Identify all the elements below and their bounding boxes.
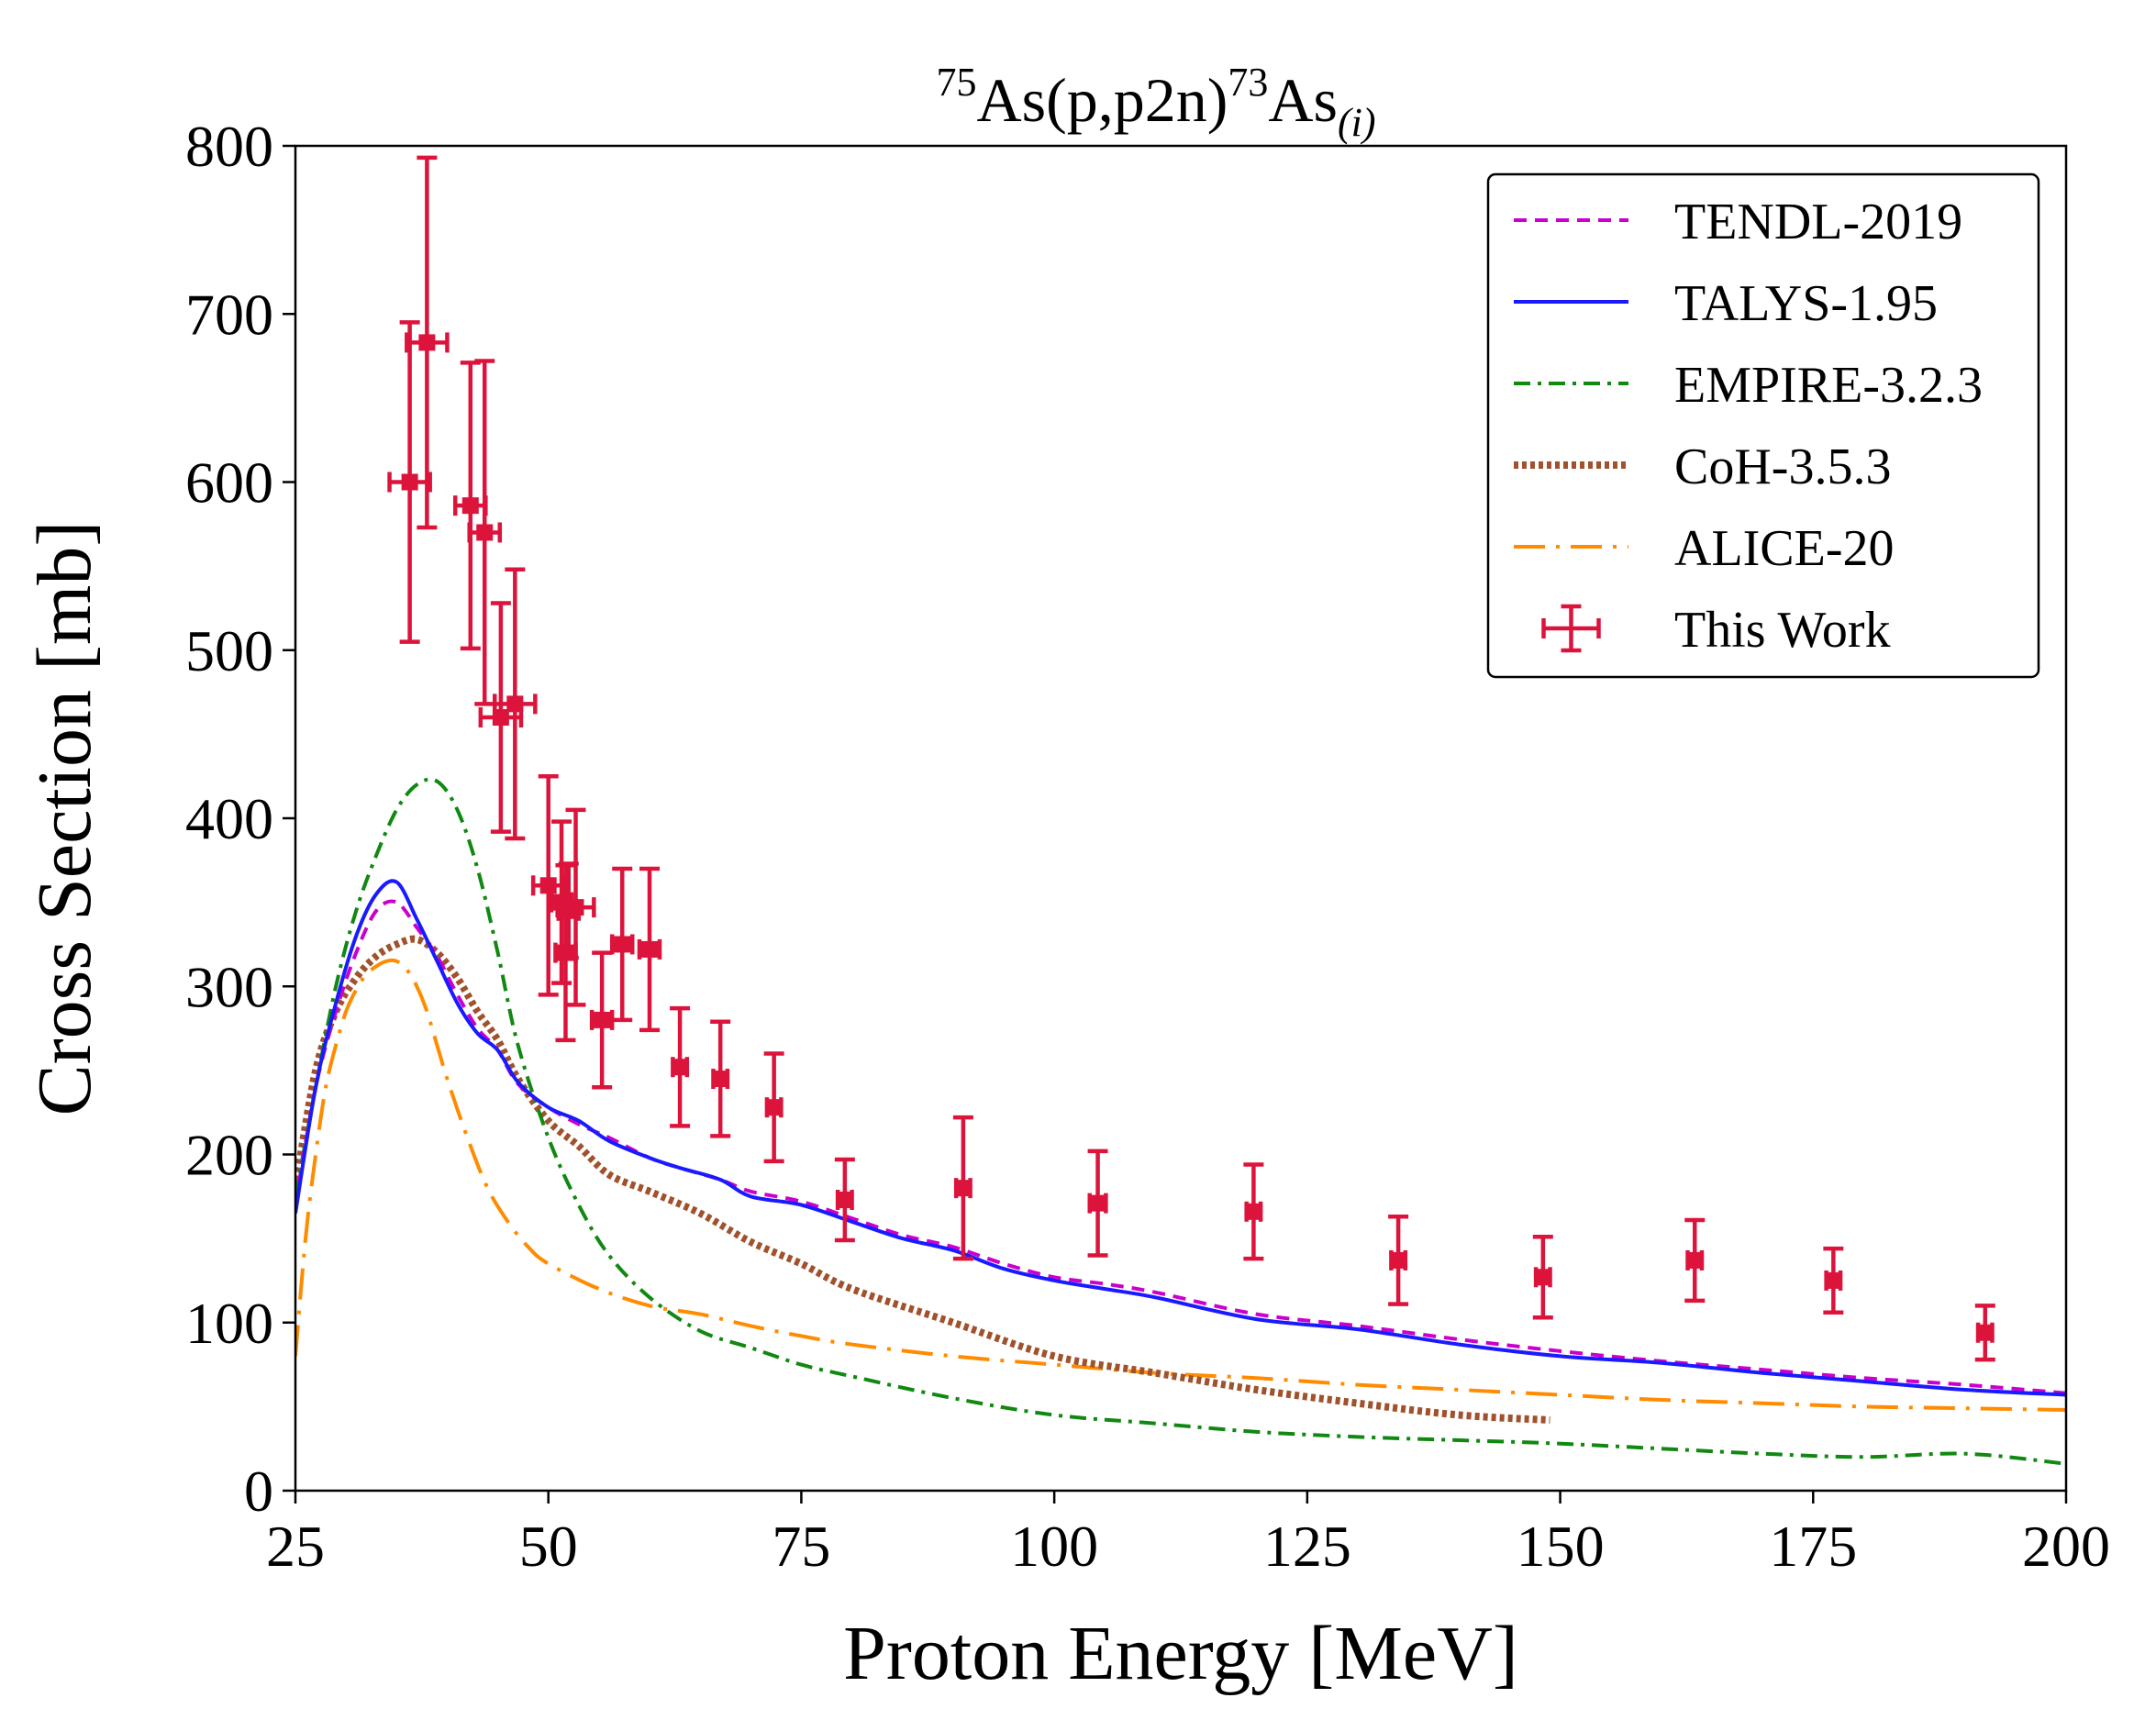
- data-point: [1243, 1162, 1264, 1261]
- data-marker: [1245, 1203, 1262, 1220]
- data-point: [952, 1115, 973, 1261]
- data-point: [609, 866, 635, 1023]
- data-point: [1684, 1217, 1706, 1304]
- x-tick-label: 100: [1010, 1514, 1098, 1579]
- plot-frame: [294, 144, 2068, 1493]
- title-part-1: As(p,p2n): [977, 65, 1228, 135]
- series-line-empire-3-2-3: [295, 777, 2066, 1466]
- x-tick-label: 25: [266, 1514, 325, 1579]
- data-marker: [461, 497, 479, 515]
- legend-label: EMPIRE-3.2.3: [1674, 357, 1983, 414]
- data-point: [1974, 1304, 1995, 1362]
- data-marker: [594, 1011, 611, 1028]
- data-marker: [641, 940, 658, 958]
- data-marker: [1686, 1251, 1704, 1269]
- data-marker: [836, 1191, 853, 1208]
- data-point: [555, 807, 596, 1007]
- data-marker: [539, 877, 557, 894]
- y-tick-label: 0: [244, 1459, 273, 1524]
- data-marker: [954, 1180, 972, 1197]
- y-tick-label: 800: [185, 114, 273, 179]
- x-tick-label: 50: [519, 1514, 578, 1579]
- model-curves: [295, 777, 2066, 1466]
- legend-entry: CoH-3.5.3: [1514, 438, 1891, 495]
- data-point: [834, 1157, 855, 1243]
- data-point: [467, 359, 503, 706]
- data-point: [453, 361, 488, 651]
- data-marker: [476, 524, 494, 541]
- title-subscript: (i): [1338, 100, 1376, 145]
- legend-label: This Work: [1674, 602, 1891, 659]
- data-point: [637, 866, 662, 1033]
- x-tick-label: 150: [1517, 1514, 1605, 1579]
- data-marker: [765, 1099, 783, 1116]
- legend-entry: EMPIRE-3.2.3: [1514, 357, 1983, 414]
- data-marker: [1089, 1194, 1106, 1212]
- data-marker: [614, 936, 631, 953]
- x-tick-label: 75: [772, 1514, 830, 1579]
- y-axis-label: Cross Section [mb]: [22, 521, 107, 1116]
- data-point: [387, 320, 432, 644]
- data-marker: [401, 473, 418, 491]
- y-tick-label: 700: [185, 282, 273, 347]
- data-point: [670, 1005, 691, 1128]
- axis-ticks: 25 50 75 100 125 150 175 200 0 100 200 300 400 500 600…: [185, 114, 2110, 1579]
- legend-label: CoH-3.5.3: [1674, 438, 1891, 495]
- data-point: [589, 950, 615, 1090]
- x-tick-label: 175: [1769, 1514, 1857, 1579]
- y-tick-label: 200: [185, 1123, 273, 1188]
- y-tick-label: 600: [185, 450, 273, 516]
- data-point: [1532, 1235, 1553, 1320]
- data-point: [530, 773, 566, 997]
- data-point: [763, 1051, 784, 1164]
- data-point: [493, 567, 538, 841]
- legend-entry: This Work: [1541, 602, 1891, 659]
- chart-title: 75As(p,p2n)73As(i): [937, 60, 1376, 145]
- y-tick-label: 500: [185, 618, 273, 683]
- x-tick-label: 125: [1263, 1514, 1351, 1579]
- data-point: [1823, 1246, 1844, 1315]
- title-superscript-1: 75: [937, 60, 977, 105]
- experimental-points: [387, 155, 1995, 1362]
- data-marker: [672, 1059, 689, 1076]
- legend-label: TALYS-1.95: [1674, 275, 1938, 332]
- legend-label: ALICE-20: [1674, 520, 1895, 577]
- data-point: [1087, 1149, 1108, 1258]
- data-marker: [418, 334, 436, 351]
- data-marker: [1825, 1271, 1842, 1289]
- data-marker: [567, 899, 584, 916]
- x-tick-label: 200: [2022, 1514, 2110, 1579]
- legend-label: TENDL-2019: [1674, 194, 1962, 250]
- y-tick-label: 100: [185, 1291, 273, 1356]
- legend-entry: TALYS-1.95: [1514, 275, 1938, 332]
- title-superscript-2: 73: [1228, 60, 1268, 105]
- data-point: [405, 155, 450, 530]
- legend: TENDL-2019 TALYS-1.95 EMPIRE-3.2.3 CoH-3.5.…: [1486, 172, 2040, 679]
- legend-entry: ALICE-20: [1514, 520, 1895, 577]
- series-line-tendl-2019: [295, 899, 2066, 1395]
- legend-entry: TENDL-2019: [1514, 194, 1962, 250]
- data-marker: [1390, 1251, 1407, 1269]
- y-tick-label: 300: [185, 954, 273, 1019]
- series-line-talys-1-95: [295, 879, 2066, 1397]
- data-marker: [1976, 1324, 1994, 1341]
- data-point: [478, 601, 524, 834]
- data-point: [1388, 1215, 1409, 1306]
- data-marker: [1534, 1269, 1551, 1286]
- data-marker: [506, 695, 524, 713]
- x-axis-label: Proton Energy [MeV]: [843, 1611, 1518, 1696]
- y-tick-label: 400: [185, 786, 273, 851]
- data-marker: [712, 1071, 729, 1088]
- data-point: [710, 1019, 731, 1138]
- title-part-2: As: [1268, 65, 1338, 135]
- series-line-coh-3-5-3: [295, 935, 1550, 1424]
